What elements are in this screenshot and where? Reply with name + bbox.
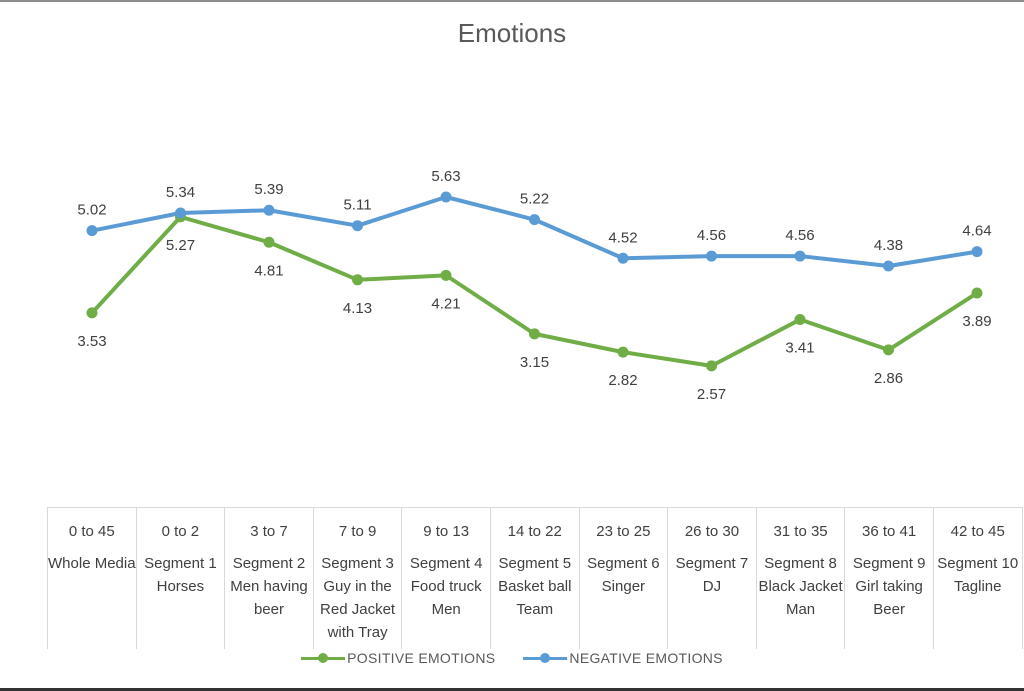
data-label: 3.89 xyxy=(962,313,991,330)
data-point xyxy=(263,204,275,216)
series-line-positive xyxy=(90,214,979,368)
category-range-label: 0 to 2 xyxy=(161,523,200,540)
positive-line-marker-icon xyxy=(301,653,346,663)
data-label: 4.13 xyxy=(343,300,372,317)
legend-item-negative: NEGATIVE EMOTIONS xyxy=(523,650,723,666)
data-label: 5.39 xyxy=(254,181,283,198)
category-range-label: 26 to 30 xyxy=(684,523,740,540)
category-range-label: 3 to 7 xyxy=(250,523,288,540)
data-label: 4.64 xyxy=(962,223,991,240)
negative-line-marker-icon xyxy=(523,653,568,663)
data-point xyxy=(794,314,806,326)
category-name-label: Segment 6 Singer xyxy=(587,555,660,595)
category-name-label: Segment 1 Horses xyxy=(144,555,217,595)
category-cell: 31 to 35 Segment 8 Black Jacket Man xyxy=(755,507,846,649)
data-point xyxy=(352,220,363,232)
category-cell: 0 to 2 Segment 1 Horses xyxy=(135,507,226,649)
data-point xyxy=(529,328,540,340)
category-cell: 14 to 22 Segment 5 Basket ball Team xyxy=(489,507,580,649)
category-range-label: 31 to 35 xyxy=(773,523,828,540)
category-range-label: 9 to 13 xyxy=(423,523,470,540)
data-point xyxy=(617,252,629,264)
category-cell: 26 to 30 Segment 7 DJ xyxy=(667,507,757,649)
data-label: 2.86 xyxy=(874,370,903,387)
category-cell: 9 to 13 Segment 4 Food truck Men xyxy=(401,507,491,649)
data-point xyxy=(352,274,363,286)
data-label: 5.63 xyxy=(431,168,460,185)
data-label: 3.53 xyxy=(77,333,106,350)
legend-item-positive: POSITIVE EMOTIONS xyxy=(301,650,495,666)
data-label: 5.11 xyxy=(343,197,371,214)
data-label: 2.57 xyxy=(697,386,726,403)
legend-label-positive: POSITIVE EMOTIONS xyxy=(347,650,496,666)
data-label: 5.34 xyxy=(166,184,195,201)
data-point xyxy=(86,307,98,319)
category-name-label: Whole Media xyxy=(48,555,136,572)
category-name-label: Segment 5 Basket ball Team xyxy=(498,555,572,618)
data-label: 3.15 xyxy=(520,354,549,371)
legend: POSITIVE EMOTIONS NEGATIVE EMOTIONS xyxy=(0,650,1024,666)
category-range-label: 36 to 41 xyxy=(862,523,917,540)
category-row: 0 to 45 Whole Media 0 to 2 Segment 1 Horses… xyxy=(47,507,1023,649)
data-label: 4.52 xyxy=(608,229,637,246)
category-cell: 7 to 9 Segment 3 Guy in the Red Jacket wi… xyxy=(312,507,403,649)
data-label: 5.27 xyxy=(166,237,195,254)
category-cell: 36 to 41 Segment 9 Girl taking Beer xyxy=(844,507,934,649)
category-cell: 23 to 25 Segment 6 Singer xyxy=(578,507,669,649)
category-range-label: 14 to 22 xyxy=(507,523,562,540)
category-range-label: 42 to 45 xyxy=(950,523,1005,540)
data-label: 4.21 xyxy=(431,295,460,312)
chart-title: Emotions xyxy=(457,18,567,48)
category-name-label: Segment 8 Black Jacket Man xyxy=(758,555,843,618)
category-name-label: Segment 4 Food truck Men xyxy=(409,555,483,618)
category-name-label: Segment 9 Girl taking Beer xyxy=(852,555,926,618)
data-label: 3.41 xyxy=(785,340,814,357)
category-name-label: Segment 3 Guy in the Red Jacket with Tra… xyxy=(320,555,396,641)
category-name-label: Segment 10 Tagline xyxy=(937,555,1019,595)
data-point xyxy=(440,191,452,203)
data-point xyxy=(175,207,186,219)
legend-label-negative: NEGATIVE EMOTIONS xyxy=(569,650,723,666)
data-label: 2.82 xyxy=(608,372,637,389)
data-label: 4.81 xyxy=(254,262,283,279)
category-name-label: Segment 7 DJ xyxy=(675,555,749,595)
frame-top-border xyxy=(0,0,1024,2)
data-point xyxy=(440,269,452,281)
data-point xyxy=(883,260,894,272)
data-point xyxy=(529,214,540,226)
category-range-label: 23 to 25 xyxy=(596,523,651,540)
data-point xyxy=(971,246,983,258)
data-point xyxy=(706,360,717,372)
data-label: 4.56 xyxy=(697,227,726,244)
data-label: 4.56 xyxy=(785,227,814,244)
category-axis-table: 0 to 45 Whole Media 0 to 2 Segment 1 Horses… xyxy=(47,507,1023,649)
category-cell: 42 to 45 Segment 10 Tagline xyxy=(932,507,1023,649)
category-name-label: Segment 2 Men having beer xyxy=(230,555,308,618)
category-range-label: 7 to 9 xyxy=(338,523,377,540)
category-range-label: 0 to 45 xyxy=(68,523,115,540)
category-cell: 0 to 45 Whole Media xyxy=(47,507,137,649)
data-label: 4.38 xyxy=(874,237,903,254)
data-label: 5.22 xyxy=(520,191,549,208)
data-point xyxy=(971,287,983,299)
frame-bottom-border xyxy=(0,688,1024,691)
data-point xyxy=(706,250,717,262)
data-point xyxy=(86,225,98,237)
data-point xyxy=(794,250,806,262)
data-point xyxy=(617,346,629,358)
data-point xyxy=(883,344,894,356)
category-cell: 3 to 7 Segment 2 Men having beer xyxy=(224,507,314,649)
data-label: 5.02 xyxy=(77,202,106,219)
data-point xyxy=(263,236,275,248)
